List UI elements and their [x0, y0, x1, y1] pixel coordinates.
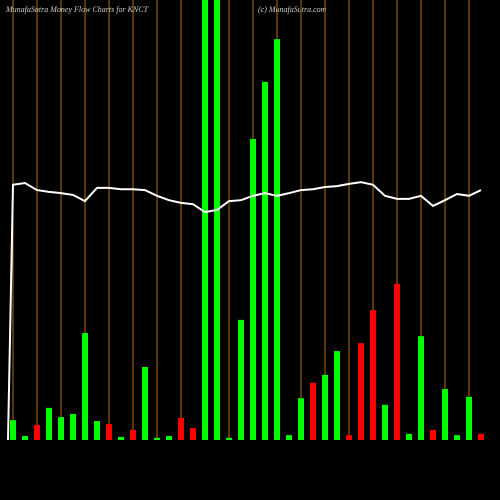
bar — [142, 366, 148, 440]
bar — [466, 396, 472, 440]
bar — [370, 310, 376, 440]
bar — [274, 39, 280, 440]
bar — [334, 351, 340, 440]
bar — [46, 407, 52, 440]
bar — [346, 435, 352, 440]
bar — [226, 437, 232, 440]
bar — [10, 420, 16, 440]
bar — [262, 81, 268, 440]
bar — [154, 437, 160, 440]
bar — [394, 283, 400, 440]
bar — [238, 319, 244, 440]
chart-title: MunafaSutra Money Flow Charts for KNCT — [5, 5, 149, 14]
bar — [298, 398, 304, 440]
bar — [22, 436, 28, 440]
bar — [442, 388, 448, 440]
bar — [310, 382, 316, 440]
bar — [286, 435, 292, 440]
bar — [130, 429, 136, 440]
bar — [58, 417, 64, 440]
bar — [118, 436, 124, 440]
bar — [178, 418, 184, 440]
bar — [478, 433, 484, 440]
bar — [418, 336, 424, 440]
bar — [34, 425, 40, 440]
bar — [250, 139, 256, 441]
chart-subtitle: (c) MunafaSutra.com — [258, 5, 327, 14]
bar — [106, 424, 112, 440]
bar — [190, 428, 196, 440]
bar — [454, 435, 460, 440]
bar — [214, 0, 220, 440]
bar — [430, 429, 436, 440]
bar — [202, 0, 208, 440]
bar — [70, 414, 76, 440]
bar — [94, 421, 100, 440]
bar — [322, 374, 328, 440]
bar — [166, 436, 172, 440]
bar — [406, 433, 412, 440]
bar — [82, 333, 88, 440]
bar — [382, 404, 388, 440]
flow-line — [7, 181, 482, 441]
bar — [358, 343, 364, 440]
